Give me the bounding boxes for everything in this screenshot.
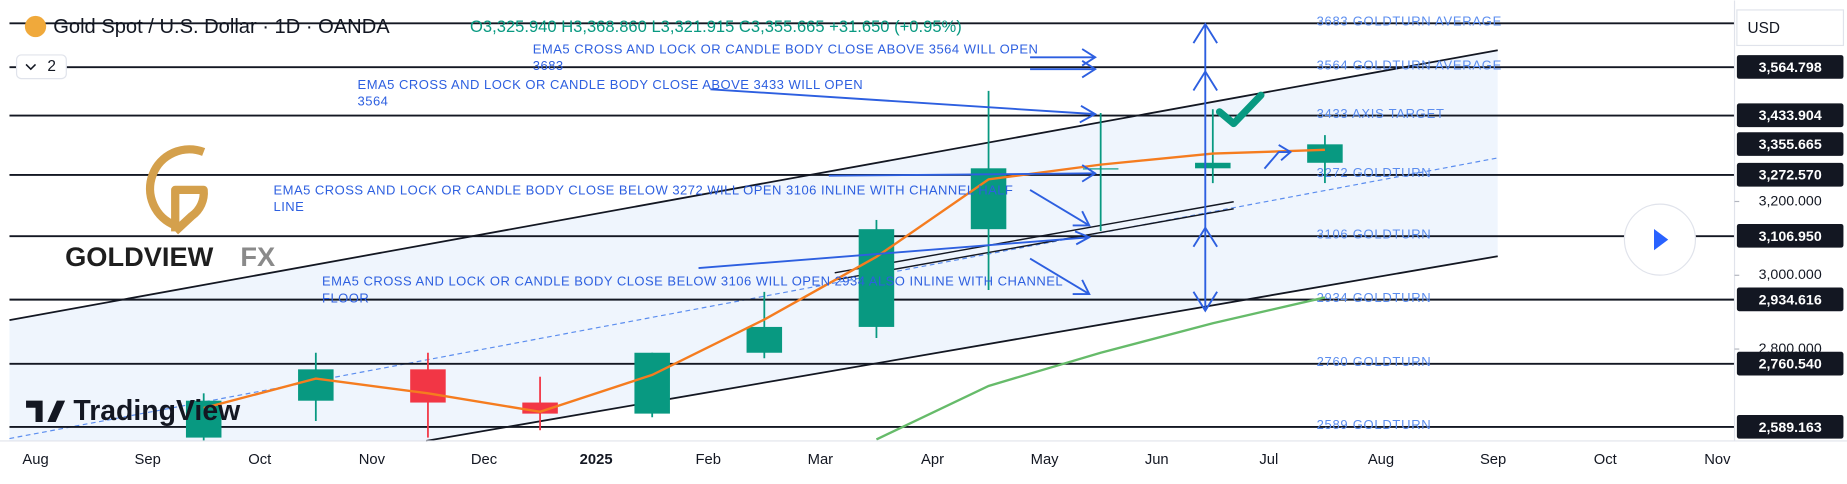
x-tick-label: Sep [1480, 452, 1506, 468]
annotation: EMA5 CROSS AND LOCK OR CANDLE BODY CLOSE… [322, 274, 1063, 289]
x-tick-label: Mar [808, 452, 834, 468]
x-tick-label: Oct [248, 452, 271, 468]
x-tick-label: Sep [134, 452, 160, 468]
level-name: 3272 GOLDTURN [1317, 165, 1432, 180]
candles [185, 90, 1343, 442]
indicator-line [875, 296, 1326, 441]
annotation: EMA5 CROSS AND LOCK OR CANDLE BODY CLOSE… [273, 183, 1013, 198]
price-tag [1736, 132, 1844, 156]
x-tick-label: Jun [1145, 452, 1169, 468]
level-name: 2934 GOLDTURN [1317, 290, 1432, 305]
candle-body [1195, 162, 1231, 169]
indicator-line [203, 148, 1325, 413]
level-name: 3683 GOLDTURN AVERAGE [1317, 14, 1502, 29]
candle-body [298, 369, 334, 401]
candle-body [522, 402, 558, 414]
level-name: 2589 GOLDTURN [1317, 417, 1432, 432]
candle-body [634, 352, 670, 414]
candle-body [746, 326, 783, 353]
price-tag-label: 3,564.798 [1759, 60, 1822, 76]
tradingview-logo: TradingView [73, 395, 241, 427]
level-name: 3433 AXIS TARGET [1317, 106, 1445, 121]
symbol-icon [24, 15, 47, 38]
price-tag [1736, 414, 1844, 439]
annotation: LINE [273, 199, 304, 214]
annotation: EMA5 CROSS AND LOCK OR CANDLE BODY CLOSE… [358, 77, 864, 92]
price-tag-label: 3,355.665 [1759, 137, 1822, 153]
axes: 3,564.798 3,433.904 3,355.665 3,272.570 3,10… [1734, 55, 1844, 439]
y-tick-label: 3,200.000 [1759, 193, 1822, 209]
level-name: 2760 GOLDTURN [1317, 354, 1432, 369]
x-tick-label: Nov [359, 452, 386, 468]
candle-body [185, 400, 222, 438]
chart-title: Gold Spot / U.S. Dollar · 1D · OANDA [53, 16, 390, 38]
price-tag [1736, 162, 1844, 187]
indicator-toggle[interactable] [15, 54, 67, 80]
indicator-count: 2 [47, 58, 56, 75]
price-tag-label: 2,934.616 [1759, 292, 1822, 308]
x-tick-label: Jul [1259, 452, 1278, 468]
price-tag-label: 3,106.950 [1759, 229, 1822, 245]
play-icon [1654, 228, 1669, 251]
candle-body [410, 369, 446, 403]
x-tick-label: Aug [22, 452, 48, 468]
x-tick-label: Nov [1704, 452, 1731, 468]
x-tick-label: Apr [921, 452, 944, 468]
candle-body [858, 229, 895, 327]
ohlc-header: O3,325.940 H3,368.860 L3,321.915 C3,355.… [470, 17, 962, 36]
goldview-logo: GOLDVIEW [65, 241, 213, 272]
annotation: 3564 [358, 94, 389, 109]
x-tick-label: Oct [1594, 452, 1617, 468]
price-tag [1736, 103, 1844, 128]
inner-line [834, 208, 1234, 281]
candle-body [1082, 168, 1119, 170]
currency-box [1736, 9, 1845, 47]
goldview-mark [145, 145, 208, 235]
x-tick-label: 2025 [580, 452, 613, 468]
annotation: EMA5 CROSS AND LOCK OR CANDLE BODY CLOSE… [533, 42, 1039, 57]
y-tick-label: 2,800.000 [1759, 341, 1822, 357]
currency: USD [1748, 20, 1780, 37]
price-tag-label: 2,760.540 [1759, 357, 1822, 373]
chevron [25, 63, 37, 71]
x-tick-label: May [1031, 452, 1060, 468]
tv-mark [26, 400, 66, 422]
annotation: FLOOR [322, 290, 369, 305]
price-tag [1736, 223, 1844, 248]
channel-mid [9, 157, 1498, 440]
y-tick-label: 3,000.000 [1759, 267, 1822, 283]
annotation: 3683 [533, 58, 564, 73]
price-tag-label: 2,589.163 [1759, 420, 1822, 436]
x-tick-label: Dec [471, 452, 497, 468]
arrows [698, 22, 1293, 313]
candle-body [1307, 144, 1343, 163]
inner-line [834, 201, 1234, 274]
x-tick-label: Feb [696, 452, 721, 468]
channel-bottom [426, 255, 1498, 442]
price-tag [1736, 287, 1844, 312]
price-tag [1736, 55, 1844, 79]
annotations: EMA5 CROSS AND LOCK OR CANDLE BODY CLOSE… [273, 42, 1063, 306]
price-tag-label: 3,433.904 [1759, 108, 1822, 124]
goldview-fx: FX [240, 241, 275, 272]
level-name: 3564 GOLDTURN AVERAGE [1317, 57, 1502, 72]
channel-top [9, 49, 1498, 322]
price-tag [1736, 351, 1844, 376]
x-tick-label: Aug [1368, 452, 1394, 468]
level-name: 3106 GOLDTURN [1317, 226, 1432, 241]
check-mark [1215, 91, 1265, 128]
channel-fill [9, 50, 1498, 441]
price-tag-label: 3,272.570 [1759, 168, 1822, 184]
